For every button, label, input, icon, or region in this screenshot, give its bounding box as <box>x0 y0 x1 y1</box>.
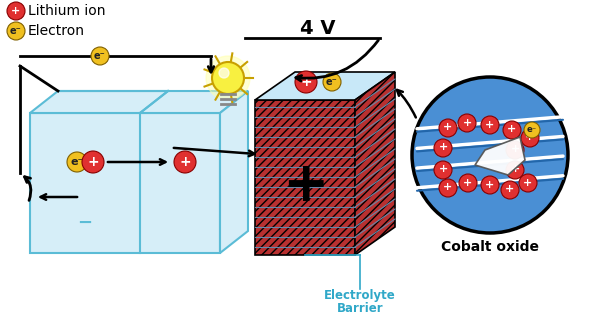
Text: +: + <box>505 184 515 194</box>
Text: +: + <box>523 177 533 187</box>
Circle shape <box>212 62 244 94</box>
Text: e⁻: e⁻ <box>94 51 106 61</box>
Circle shape <box>439 119 457 137</box>
Circle shape <box>434 139 452 157</box>
Text: +: + <box>511 145 520 155</box>
Circle shape <box>219 68 229 78</box>
Text: +: + <box>485 179 494 189</box>
Circle shape <box>295 71 317 93</box>
Text: +: + <box>511 165 520 174</box>
Polygon shape <box>220 91 248 253</box>
Text: +: + <box>526 133 535 143</box>
Text: e⁻: e⁻ <box>527 125 537 134</box>
Text: Barrier: Barrier <box>337 302 383 315</box>
Polygon shape <box>30 113 220 253</box>
Circle shape <box>481 176 499 194</box>
Text: +: + <box>300 75 312 89</box>
Polygon shape <box>255 100 355 255</box>
Circle shape <box>434 161 452 179</box>
Circle shape <box>7 2 25 20</box>
Polygon shape <box>255 72 395 100</box>
Text: 4 V: 4 V <box>300 19 336 38</box>
Circle shape <box>501 181 519 199</box>
Text: +: + <box>443 123 452 133</box>
Circle shape <box>206 56 250 100</box>
Text: +: + <box>508 125 517 135</box>
Text: e⁻: e⁻ <box>10 26 22 36</box>
Circle shape <box>323 73 341 91</box>
Text: Electron: Electron <box>28 24 85 38</box>
Circle shape <box>82 151 104 173</box>
Circle shape <box>503 121 521 139</box>
Text: +: + <box>485 120 494 130</box>
Text: +: + <box>282 159 328 213</box>
Text: +: + <box>439 143 448 153</box>
Polygon shape <box>475 137 525 175</box>
Text: +: + <box>439 165 448 174</box>
Circle shape <box>67 152 87 172</box>
Circle shape <box>519 174 537 192</box>
Text: +: + <box>87 155 99 168</box>
Text: −: − <box>77 214 92 232</box>
Text: +: + <box>463 177 473 187</box>
Text: e⁻: e⁻ <box>326 77 338 87</box>
Circle shape <box>459 174 477 192</box>
Circle shape <box>91 47 109 65</box>
Circle shape <box>458 114 476 132</box>
Polygon shape <box>355 72 395 255</box>
Circle shape <box>7 22 25 40</box>
Text: Cobalt oxide: Cobalt oxide <box>441 240 539 254</box>
Text: +: + <box>443 182 452 192</box>
Circle shape <box>174 151 196 173</box>
Text: e⁻: e⁻ <box>70 157 83 167</box>
Text: Electrolyte: Electrolyte <box>324 288 396 301</box>
Text: Lithium ion: Lithium ion <box>28 4 106 18</box>
Circle shape <box>439 179 457 197</box>
Text: +: + <box>179 155 191 168</box>
Circle shape <box>412 77 568 233</box>
Text: +: + <box>11 6 20 16</box>
Circle shape <box>506 141 524 159</box>
Circle shape <box>521 129 539 147</box>
Text: +: + <box>463 118 472 128</box>
Polygon shape <box>30 91 248 113</box>
Circle shape <box>481 116 499 134</box>
Circle shape <box>524 122 540 138</box>
Circle shape <box>506 161 524 179</box>
